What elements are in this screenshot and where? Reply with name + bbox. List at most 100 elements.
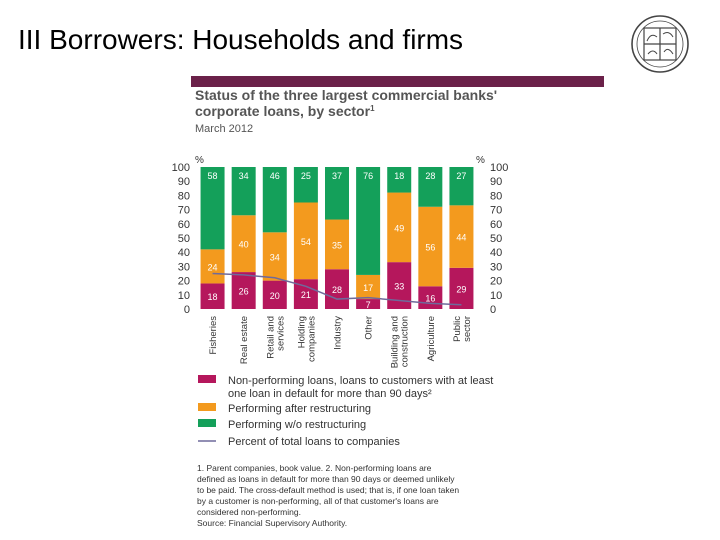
y-tick-right: 90: [490, 176, 502, 188]
legend-label: Non-performing loans, loans to customers…: [228, 375, 493, 387]
performing-bar: [293, 167, 318, 203]
restructured-value-label: 40: [239, 240, 249, 250]
x-tick-label: Other: [364, 316, 375, 340]
restructured-bar: [325, 219, 349, 270]
x-tick-label-line: Retail and: [265, 316, 276, 359]
footnote-line: 1. Parent companies, book value. 2. Non-…: [197, 463, 432, 473]
npl-value-label: 7: [366, 300, 371, 310]
legend-label: Percent of total loans to companies: [228, 436, 400, 448]
share-of-loans-line: [212, 272, 462, 306]
x-tick-label: Building and construction: [390, 316, 411, 368]
restructured-bar: [262, 232, 287, 281]
restructured-bar: [231, 215, 256, 273]
performing-value-label: 37: [332, 171, 342, 181]
legend-swatch-npl: [198, 375, 216, 383]
restructured-value-label: 34: [270, 252, 280, 262]
x-tick-label-line: Holding: [296, 316, 307, 348]
performing-bar: [387, 167, 412, 193]
performing-bar: [449, 167, 474, 206]
x-tick-label-line: Other: [364, 316, 375, 340]
x-tick-label-line: Building and: [390, 316, 401, 368]
npl-value-label: 18: [208, 292, 218, 302]
restructured-value-label: 56: [425, 243, 435, 253]
legend-label: Performing w/o restructuring: [228, 419, 366, 431]
legend-label: one loan in default for more than 90 day…: [228, 388, 432, 400]
npl-bar: [262, 280, 287, 309]
performing-value-label: 18: [394, 171, 404, 181]
npl-value-label: 16: [425, 294, 435, 304]
x-tick-label: Public sector: [452, 316, 473, 342]
y-tick-right: 40: [490, 247, 502, 259]
x-tick-label-line: sector: [462, 316, 473, 342]
npl-value-label: 21: [301, 290, 311, 300]
chart-title-line-1: Status of the three largest commercial b…: [195, 87, 497, 103]
chart-title-line-2: corporate loans, by sector1: [195, 103, 375, 119]
performing-value-label: 76: [363, 171, 373, 181]
x-tick-label: Industry: [333, 316, 344, 350]
y-tick-right: 20: [490, 276, 502, 288]
y-tick-right: 50: [490, 233, 502, 245]
slide-title: III Borrowers: Households and firms: [18, 24, 464, 55]
performing-bar: [262, 167, 287, 233]
x-tick-label: Real estate: [239, 316, 250, 364]
npl-bar: [231, 272, 256, 309]
npl-bar: [325, 269, 349, 309]
performing-value-label: 27: [456, 171, 466, 181]
legend-swatch-restructured: [198, 403, 216, 411]
performing-bar: [418, 167, 443, 207]
performing-value-label: 46: [270, 171, 280, 181]
y-tick-right: 0: [490, 304, 496, 316]
y-tick-right: 30: [490, 261, 502, 273]
x-tick-label: Retail and services: [265, 316, 286, 359]
y-tick-left: 30: [178, 261, 190, 273]
npl-value-label: 33: [394, 282, 404, 292]
npl-value-label: 28: [332, 285, 342, 295]
y-tick-right: 70: [490, 205, 502, 217]
performing-bar: [200, 167, 225, 250]
performing-bar: [231, 167, 256, 216]
npl-value-label: 29: [456, 284, 466, 294]
footnote-line: considered non-performing.: [197, 507, 301, 517]
restructured-value-label: 54: [301, 237, 311, 247]
restructured-bar: [293, 202, 318, 280]
footnote-line: defined as loans in default for more tha…: [197, 474, 455, 484]
legend-label: Performing after restructuring: [228, 403, 371, 415]
footnote-line: to be paid. The cross-default method is …: [197, 485, 459, 495]
x-tick-label-line: Real estate: [239, 316, 250, 364]
seal-logo: [631, 15, 689, 73]
restructured-bar: [356, 274, 381, 300]
x-tick-label-line: construction: [400, 316, 411, 367]
right-axis-unit: %: [476, 155, 485, 166]
y-tick-right: 80: [490, 190, 502, 202]
x-tick-label: Holding companies: [296, 316, 317, 362]
restructured-bar: [449, 205, 474, 268]
x-tick-label-line: Industry: [333, 316, 344, 350]
chart-subtitle: March 2012: [195, 123, 253, 135]
y-tick-left: 100: [172, 162, 190, 174]
x-tick-label: Agriculture: [426, 316, 437, 361]
title-rule: [0, 75, 716, 88]
restructured-value-label: 35: [332, 240, 342, 250]
npl-bar: [200, 283, 225, 309]
footnote-line: by a customer is non-performing, all of …: [197, 496, 439, 506]
npl-bar: [449, 267, 474, 309]
performing-value-label: 34: [239, 171, 249, 181]
y-tick-left: 80: [178, 190, 190, 202]
restructured-bar: [387, 192, 412, 263]
y-tick-left: 60: [178, 219, 190, 231]
left-axis-unit: %: [195, 155, 204, 166]
restructured-value-label: 44: [456, 233, 466, 243]
legend-swatch-performing: [198, 419, 216, 427]
y-tick-left: 90: [178, 176, 190, 188]
performing-value-label: 58: [208, 171, 218, 181]
x-tick-label-line: companies: [306, 316, 317, 362]
y-tick-left: 0: [184, 304, 190, 316]
y-tick-right: 10: [490, 290, 502, 302]
performing-value-label: 25: [301, 171, 311, 181]
x-tick-label-line: Agriculture: [426, 316, 437, 361]
x-tick-label: Fisheries: [208, 316, 219, 355]
x-tick-label-line: services: [275, 316, 286, 351]
restructured-value-label: 24: [208, 262, 218, 272]
y-tick-right: 100: [490, 162, 508, 174]
y-tick-left: 40: [178, 247, 190, 259]
